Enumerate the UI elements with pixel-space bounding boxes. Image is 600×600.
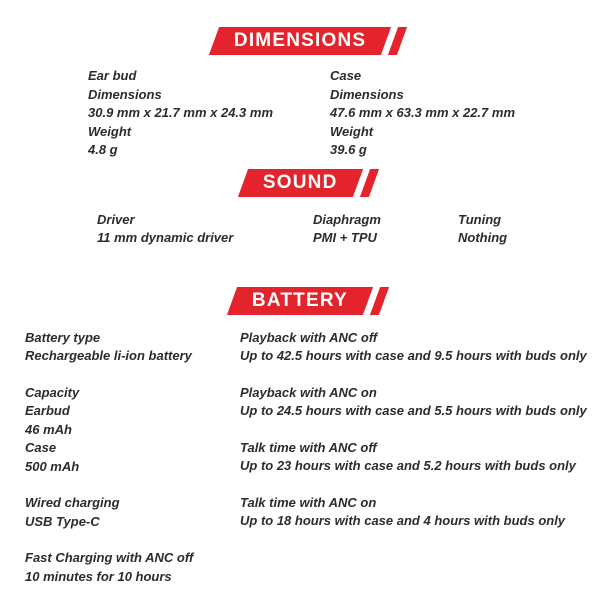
earbud-weight-value: 4.8 g <box>88 142 118 157</box>
diaphragm-value: PMI + TPU <box>313 230 377 245</box>
playback-anc-on-label: Playback with ANC on <box>240 384 377 400</box>
case-label: Case <box>330 68 362 83</box>
capacity-earbud-value: 46 mAh <box>25 421 72 437</box>
section-dimensions: DIMENSIONS Ear bud Dimensions 30.9 mm x … <box>0 27 600 160</box>
capacity-spec: Capacity Earbud 46 mAh Case 500 mAh <box>25 384 240 477</box>
battery-right-column: Playback with ANC off Up to 42.5 hours w… <box>240 329 600 587</box>
tuning-label: Tuning <box>458 211 502 227</box>
playback-anc-off-label: Playback with ANC off <box>240 329 378 345</box>
capacity-case-label: Case <box>25 440 57 455</box>
fast-charging-label: Fast Charging with ANC off <box>25 550 194 565</box>
battery-left-column: Battery type Rechargeable li-ion battery… <box>25 329 240 587</box>
diaphragm-spec: Diaphragm PMI + TPU <box>313 211 458 248</box>
earbud-label: Ear bud <box>88 68 137 83</box>
sound-banner: SOUND <box>237 168 379 197</box>
earbud-dimensions-label: Dimensions <box>88 86 162 102</box>
playback-anc-off-value: Up to 42.5 hours with case and 9.5 hours… <box>240 348 587 363</box>
talk-time-anc-off-label: Talk time with ANC off <box>240 439 377 455</box>
banner-tip-shape <box>359 168 379 197</box>
capacity-case-value: 500 mAh <box>25 458 80 474</box>
battery-section-title: BATTERY <box>251 289 348 311</box>
case-dimensions-value: 47.6 mm x 63.3 mm x 22.7 mm <box>330 105 516 120</box>
banner-tip-shape <box>369 286 390 315</box>
battery-type-label: Battery type <box>25 329 101 345</box>
dimensions-banner: DIMENSIONS <box>208 27 408 55</box>
talk-time-anc-on-label: Talk time with ANC on <box>240 494 377 510</box>
driver-value: 11 mm dynamic driver <box>97 230 234 245</box>
fast-charging-value: 10 minutes for 10 hours <box>25 568 172 584</box>
playback-anc-off-spec: Playback with ANC off Up to 42.5 hours w… <box>240 329 600 366</box>
case-weight-value: 39.6 g <box>330 142 367 157</box>
wired-charging-label: Wired charging <box>25 495 120 510</box>
wired-charging-spec: Wired charging USB Type-C <box>25 494 240 531</box>
section-battery: BATTERY Battery type Rechargeable li-ion… <box>0 286 600 587</box>
case-weight-label: Weight <box>330 123 374 139</box>
diaphragm-label: Diaphragm <box>313 211 381 227</box>
wired-charging-value: USB Type-C <box>25 513 100 529</box>
tuning-value: Nothing <box>458 230 508 245</box>
earbud-dimensions-value: 30.9 mm x 21.7 mm x 24.3 mm <box>88 105 274 120</box>
sound-section-title: SOUND <box>262 171 338 193</box>
driver-spec: Driver 11 mm dynamic driver <box>97 211 313 248</box>
case-dimensions-block: Case Dimensions 47.6 mm x 63.3 mm x 22.7… <box>330 67 515 160</box>
section-sound: SOUND Driver 11 mm dynamic driver Diaphr… <box>0 168 600 248</box>
talk-time-anc-on-value: Up to 18 hours with case and 4 hours wit… <box>240 513 566 528</box>
earbud-dimensions-block: Ear bud Dimensions 30.9 mm x 21.7 mm x 2… <box>88 67 330 160</box>
fast-charging-spec: Fast Charging with ANC off 10 minutes fo… <box>25 549 240 586</box>
playback-anc-on-spec: Playback with ANC on Up to 24.5 hours wi… <box>240 384 600 421</box>
capacity-label: Capacity <box>25 384 80 400</box>
tuning-spec: Tuning Nothing <box>458 211 507 248</box>
battery-type-spec: Battery type Rechargeable li-ion battery <box>25 329 240 366</box>
playback-anc-on-value: Up to 24.5 hours with case and 5.5 hours… <box>240 403 587 418</box>
talk-time-anc-on-spec: Talk time with ANC on Up to 18 hours wit… <box>240 494 600 531</box>
talk-time-anc-off-value: Up to 23 hours with case and 5.2 hours w… <box>240 458 576 473</box>
banner-tip-shape <box>388 27 408 55</box>
battery-type-value: Rechargeable li-ion battery <box>25 348 192 363</box>
case-dimensions-label: Dimensions <box>330 86 404 102</box>
capacity-earbud-label: Earbud <box>25 403 70 418</box>
talk-time-anc-off-spec: Talk time with ANC off Up to 23 hours wi… <box>240 439 600 476</box>
dimensions-section-title: DIMENSIONS <box>233 29 367 51</box>
battery-banner: BATTERY <box>226 286 390 315</box>
earbud-weight-label: Weight <box>88 123 132 139</box>
driver-label: Driver <box>97 211 135 227</box>
